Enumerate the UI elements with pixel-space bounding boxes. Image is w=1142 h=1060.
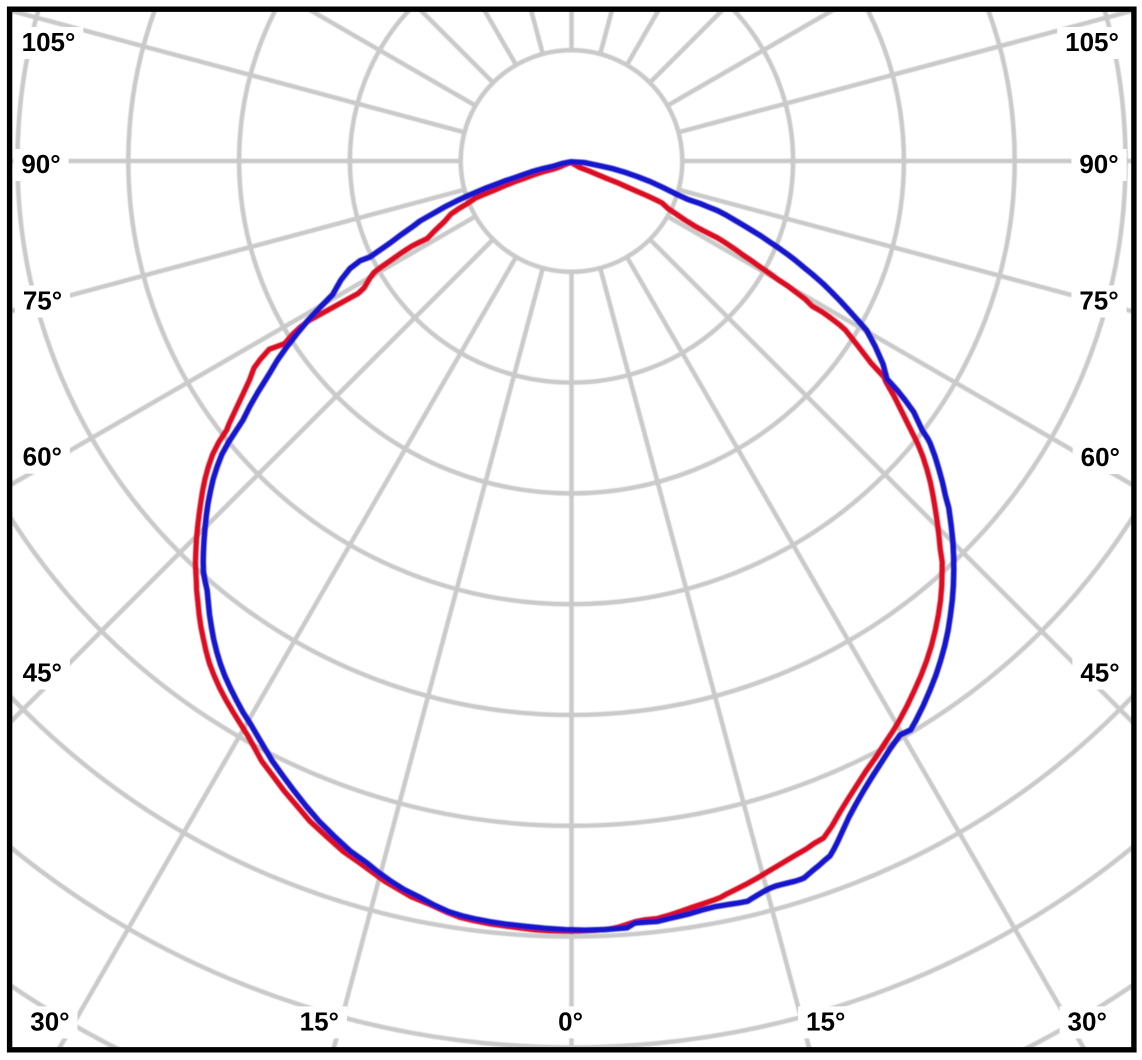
- svg-text:60°: 60°: [1081, 442, 1120, 472]
- svg-text:45°: 45°: [23, 658, 62, 688]
- svg-text:90°: 90°: [21, 149, 60, 179]
- svg-text:75°: 75°: [1079, 286, 1118, 316]
- svg-text:15°: 15°: [300, 1006, 339, 1036]
- svg-text:45°: 45°: [1080, 658, 1119, 688]
- svg-text:30°: 30°: [30, 1006, 69, 1036]
- svg-text:105°: 105°: [22, 27, 76, 57]
- svg-text:105°: 105°: [1065, 27, 1119, 57]
- svg-text:90°: 90°: [1079, 149, 1118, 179]
- svg-text:60°: 60°: [23, 442, 62, 472]
- svg-text:0°: 0°: [558, 1006, 583, 1036]
- svg-text:30°: 30°: [1068, 1006, 1107, 1036]
- svg-text:75°: 75°: [23, 286, 62, 316]
- svg-text:15°: 15°: [806, 1006, 845, 1036]
